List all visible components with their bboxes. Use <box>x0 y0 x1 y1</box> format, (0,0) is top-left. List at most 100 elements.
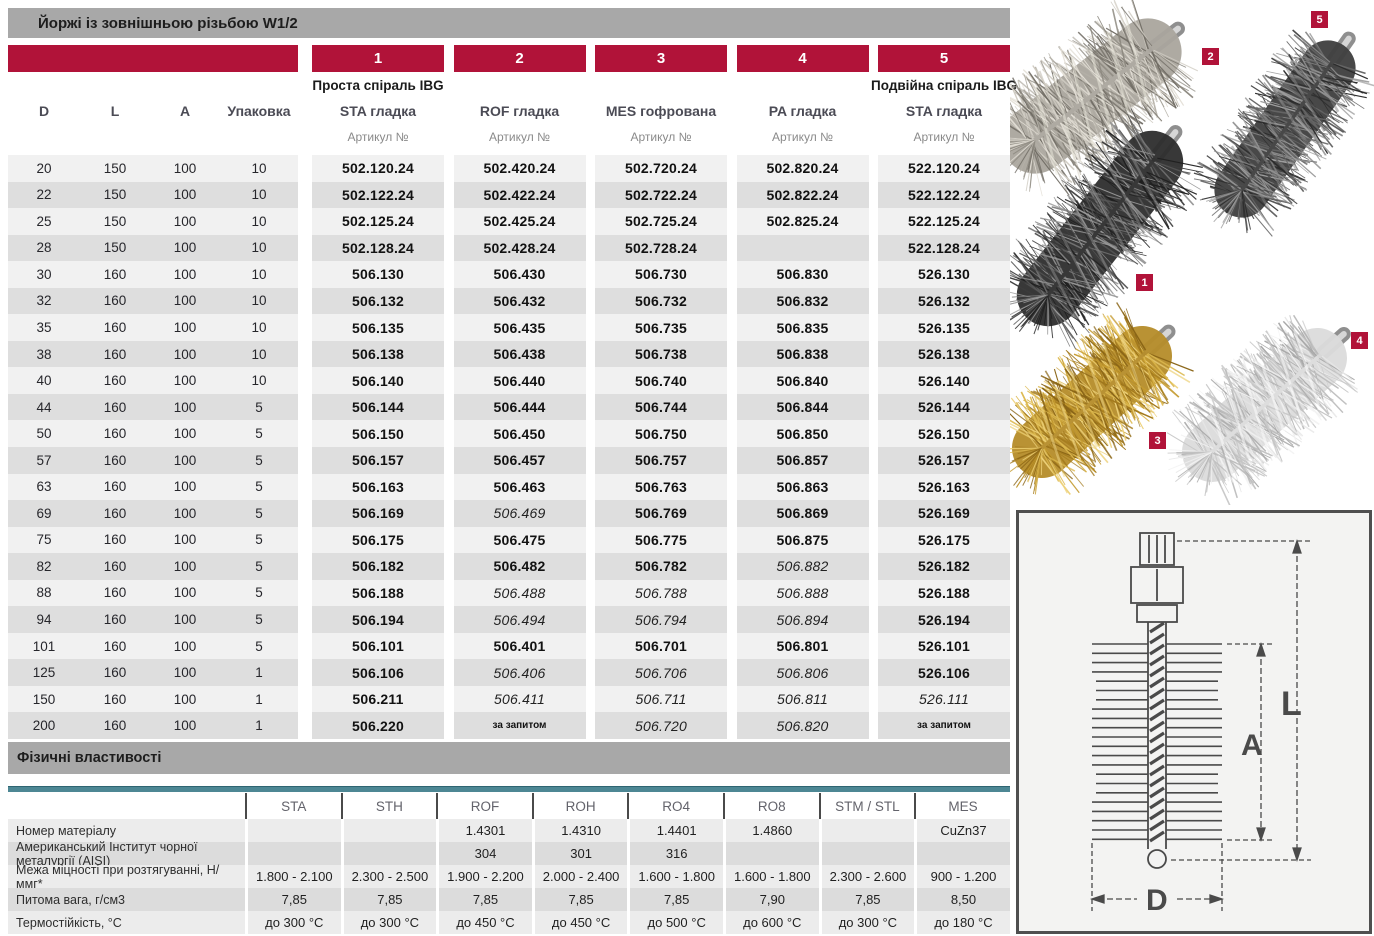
article-cell-block: 526.163 <box>878 473 1010 501</box>
phys-value-cell: 2.300 - 2.600 <box>821 865 915 888</box>
article-number: 506.169 <box>351 505 404 522</box>
article-cell-block: 506.840 <box>736 367 869 394</box>
phys-value-cell: 1.600 - 1.800 <box>630 865 723 888</box>
phys-value-cell: до 180 °C <box>917 911 1010 934</box>
article-cell-block: 502.125.24 <box>312 208 444 235</box>
cell-d: 38 <box>36 346 52 362</box>
article-number: 506.894 <box>776 611 829 628</box>
diagram-label-L: L <box>1281 685 1302 723</box>
article-number: 506.869 <box>776 505 829 522</box>
diagram-wire-loop <box>1147 849 1167 869</box>
phys-value-cell <box>248 842 341 865</box>
article-number: 506.432 <box>493 292 546 309</box>
article-number: 506.457 <box>493 452 546 469</box>
cell-d: 25 <box>36 213 52 229</box>
article-number: 506.411 <box>494 691 545 708</box>
cell-l: 160 <box>103 532 127 548</box>
article-cell-block: 526.144 <box>878 393 1010 421</box>
article-cell-block: 506.475 <box>453 526 586 554</box>
article-cell-block: 506.801 <box>736 632 869 660</box>
article-cell-block: 506.463 <box>453 473 586 501</box>
phys-value-cell: до 300 °C <box>821 911 915 934</box>
cell-pack: 5 <box>255 505 263 521</box>
article-number: 506.406 <box>493 664 546 681</box>
article-cell-block: 506.175 <box>312 526 444 554</box>
article-number: 506.475 <box>493 531 546 548</box>
article-cell-block: за запитом <box>878 712 1010 739</box>
phys-column-header-MES: MES <box>914 793 1010 819</box>
diagram-label-A: A <box>1241 729 1263 762</box>
column-material-label-2: ROF гладка <box>479 103 560 119</box>
header-red-bar-4: 4 <box>736 45 869 72</box>
article-cell-block: 526.188 <box>878 579 1010 607</box>
physical-properties-title-bar: Фізичні властивості <box>8 742 1010 774</box>
photo-tag-3: 3 <box>1149 432 1166 449</box>
article-cell-block: 506.844 <box>736 393 869 421</box>
table-row-info: 88 160 100 5 <box>8 579 298 607</box>
phys-value-cell <box>821 842 915 865</box>
article-number: 506.488 <box>493 584 546 601</box>
info-column-header-A: A <box>179 103 191 119</box>
article-number: 506.194 <box>351 611 404 628</box>
article-number: 506.738 <box>634 346 687 363</box>
article-cell-block: 522.128.24 <box>878 234 1010 262</box>
article-number: 506.857 <box>776 452 829 469</box>
table-row-info: 125 160 100 1 <box>8 659 298 686</box>
cell-pack: 5 <box>255 426 263 442</box>
article-number: 506.430 <box>493 266 546 283</box>
cell-d: 69 <box>36 505 52 521</box>
main-table-header: 1 Проста спіраль IBG STA гладка Артикул № 2 R… <box>0 0 1017 155</box>
cell-a: 100 <box>173 532 197 548</box>
cell-d: 94 <box>36 612 52 628</box>
table-row-info: 63 160 100 5 <box>8 473 298 501</box>
article-number: 526.157 <box>917 452 970 469</box>
brush-photo-1 <box>1010 108 1204 350</box>
article-cell-block: за запитом <box>453 712 586 739</box>
article-number: 506.882 <box>776 558 829 575</box>
article-number: 506.875 <box>776 531 829 548</box>
article-number: 502.428.24 <box>483 239 556 256</box>
cell-l: 150 <box>103 160 127 176</box>
cell-a: 100 <box>173 213 197 229</box>
article-number: 526.150 <box>917 425 970 442</box>
main-table: 20 150 100 10 502.120.24 502.420.24 502.720.24… <box>8 155 1010 739</box>
product-photos <box>1010 0 1374 505</box>
cell-pack: 10 <box>251 320 267 336</box>
column-number-5: 5 <box>939 50 949 67</box>
info-column-header-L: L <box>110 103 120 119</box>
article-cell-block: 506.430 <box>453 261 586 288</box>
column-number-3: 3 <box>656 50 666 67</box>
article-cell-block: 506.782 <box>595 553 727 580</box>
article-cell-block: 502.128.24 <box>312 234 444 262</box>
brush-photo-3 <box>1010 302 1194 495</box>
table-row-info: 44 160 100 5 <box>8 393 298 421</box>
phys-value-cell: 7,85 <box>630 888 723 911</box>
diagram-thread <box>1139 532 1175 566</box>
cell-a: 100 <box>173 612 197 628</box>
article-cell-block: 526.130 <box>878 261 1010 288</box>
phys-value-cell: до 450 °C <box>439 911 532 934</box>
article-cell-block: 506.401 <box>453 632 586 660</box>
article-cell-block: 506.894 <box>736 606 869 633</box>
article-cell-block: 506.132 <box>312 287 444 315</box>
article-number: 526.138 <box>917 346 970 363</box>
article-number: 506.775 <box>634 531 687 548</box>
phys-column-header-RO4: RO4 <box>627 793 723 819</box>
cell-pack: 1 <box>255 718 263 734</box>
article-cell-block: 506.838 <box>736 340 869 368</box>
article-cell-block: 506.444 <box>453 393 586 421</box>
article-cell-block: 526.194 <box>878 606 1010 633</box>
column-article-label-4: Артикул № <box>772 130 833 144</box>
article-cell-block: 526.169 <box>878 500 1010 527</box>
cell-l: 160 <box>103 426 127 442</box>
article-cell-block: 526.101 <box>878 632 1010 660</box>
article-cell-block: 506.732 <box>595 287 727 315</box>
cell-l: 160 <box>103 638 127 654</box>
article-number: 506.163 <box>351 478 404 495</box>
cell-d: 44 <box>36 399 52 415</box>
article-number: 506.175 <box>351 531 404 548</box>
phys-value-cell: 1.600 - 1.800 <box>726 865 819 888</box>
article-cell-block: 506.706 <box>595 659 727 686</box>
cell-pack: 1 <box>255 691 263 707</box>
table-row-info: 32 160 100 10 <box>8 287 298 315</box>
